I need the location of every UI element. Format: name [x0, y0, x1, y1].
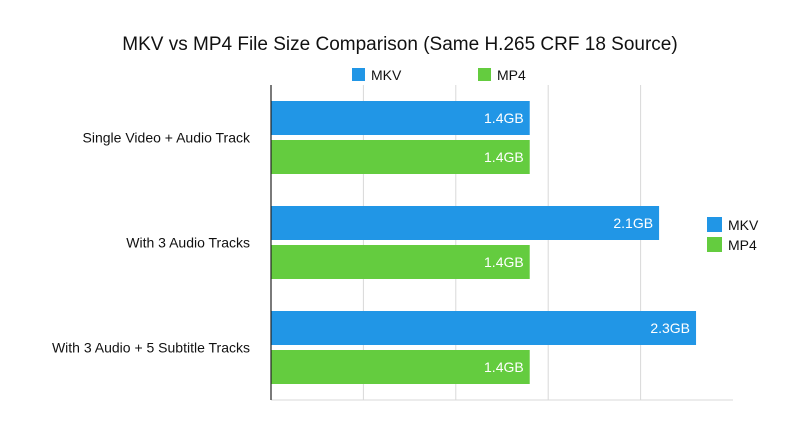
bar-mkv [271, 101, 530, 135]
bar-mp4 [271, 245, 530, 279]
bar-mp4 [271, 140, 530, 174]
legend-label-mp4: MP4 [728, 237, 757, 253]
data-label: 1.4GB [484, 149, 524, 165]
legend-swatch-mp4 [478, 68, 491, 81]
category-label: With 3 Audio + 5 Subtitle Tracks [52, 340, 250, 356]
data-label: 2.3GB [650, 320, 690, 336]
legend-swatch-mp4 [707, 237, 722, 252]
data-label: 2.1GB [613, 215, 653, 231]
category-label: Single Video + Audio Track [83, 130, 251, 146]
category-label: With 3 Audio Tracks [126, 235, 250, 251]
legend-swatch-mkv [352, 68, 365, 81]
data-label: 1.4GB [484, 359, 524, 375]
bar-mkv [271, 206, 660, 240]
chart-title: MKV vs MP4 File Size Comparison (Same H.… [122, 34, 678, 55]
legend-label-mp4: MP4 [497, 67, 526, 83]
data-label: 1.4GB [484, 110, 524, 126]
legend-label-mkv: MKV [728, 217, 759, 233]
legend-label-mkv: MKV [371, 67, 402, 83]
bar-mp4 [271, 350, 530, 384]
legend-swatch-mkv [707, 217, 722, 232]
data-label: 1.4GB [484, 254, 524, 270]
bar-mkv [271, 311, 697, 345]
